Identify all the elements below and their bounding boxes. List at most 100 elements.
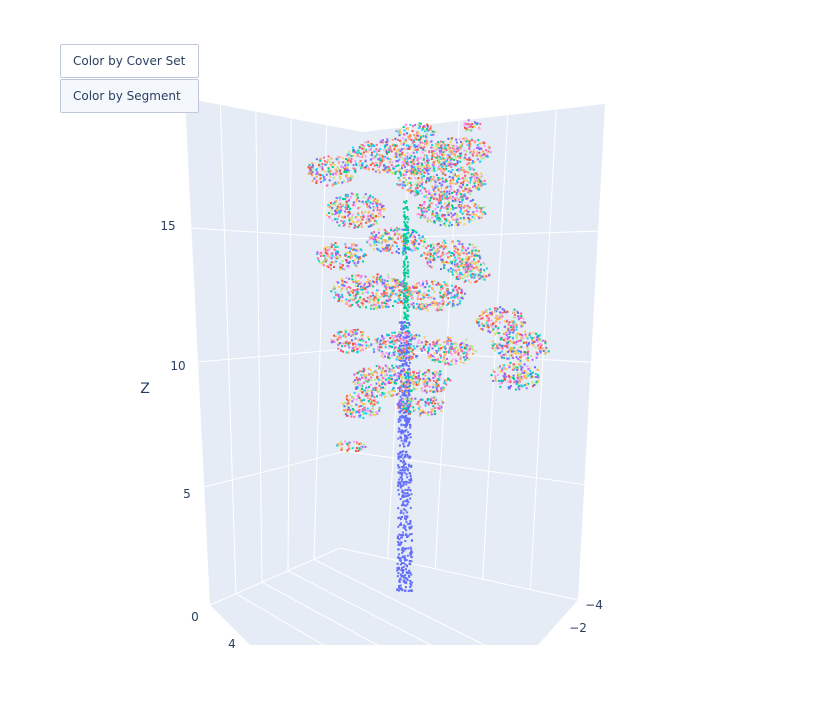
point bbox=[330, 339, 333, 342]
point bbox=[478, 154, 481, 157]
point bbox=[455, 145, 458, 148]
point bbox=[488, 150, 491, 153]
point bbox=[388, 391, 391, 394]
point bbox=[362, 339, 365, 342]
point bbox=[411, 337, 414, 340]
point bbox=[437, 148, 440, 151]
point bbox=[413, 144, 415, 147]
point bbox=[405, 375, 408, 378]
point bbox=[476, 267, 479, 270]
point bbox=[415, 307, 418, 310]
point bbox=[375, 342, 378, 345]
point bbox=[465, 355, 467, 358]
point bbox=[362, 284, 365, 287]
point bbox=[401, 562, 403, 565]
point bbox=[382, 386, 384, 389]
point bbox=[470, 345, 473, 348]
point bbox=[403, 548, 406, 551]
point bbox=[517, 384, 520, 387]
point bbox=[455, 288, 458, 291]
point bbox=[462, 352, 465, 355]
point bbox=[410, 493, 413, 496]
point bbox=[513, 346, 515, 349]
point bbox=[431, 154, 434, 157]
point bbox=[410, 465, 413, 468]
point bbox=[373, 157, 376, 160]
point bbox=[447, 219, 450, 222]
point bbox=[472, 213, 475, 216]
point bbox=[447, 205, 450, 208]
point bbox=[468, 220, 471, 223]
point bbox=[381, 278, 384, 281]
point bbox=[487, 314, 490, 317]
point bbox=[488, 308, 491, 311]
point bbox=[531, 337, 534, 340]
point bbox=[379, 203, 381, 206]
point bbox=[338, 202, 341, 205]
point bbox=[436, 144, 439, 147]
point bbox=[339, 342, 341, 345]
point bbox=[459, 154, 462, 157]
point bbox=[356, 303, 359, 306]
point bbox=[410, 389, 413, 392]
point bbox=[397, 298, 400, 301]
point bbox=[446, 284, 449, 287]
point bbox=[479, 327, 482, 330]
point bbox=[473, 185, 476, 188]
point bbox=[339, 335, 341, 337]
point bbox=[376, 162, 379, 165]
point bbox=[388, 244, 390, 247]
point bbox=[361, 370, 364, 373]
point bbox=[461, 196, 464, 199]
point bbox=[394, 228, 397, 231]
point bbox=[401, 570, 404, 573]
point bbox=[372, 303, 375, 306]
point bbox=[343, 405, 346, 408]
point bbox=[449, 208, 452, 211]
point bbox=[424, 214, 427, 217]
point bbox=[508, 357, 511, 360]
point bbox=[402, 181, 405, 184]
point bbox=[393, 148, 396, 151]
point bbox=[405, 577, 407, 580]
point bbox=[382, 342, 385, 345]
point bbox=[367, 140, 370, 143]
point bbox=[429, 175, 432, 178]
point bbox=[464, 169, 466, 172]
point bbox=[400, 480, 403, 483]
point bbox=[465, 158, 468, 161]
point bbox=[318, 252, 320, 255]
point bbox=[334, 181, 337, 184]
point bbox=[403, 517, 406, 520]
point bbox=[433, 280, 436, 283]
point bbox=[429, 258, 432, 261]
point bbox=[437, 141, 440, 144]
point bbox=[399, 451, 402, 453]
point bbox=[357, 149, 360, 152]
point bbox=[457, 253, 460, 256]
point bbox=[378, 228, 381, 231]
point bbox=[402, 321, 405, 324]
point bbox=[458, 174, 461, 177]
point bbox=[494, 377, 497, 380]
point bbox=[539, 351, 542, 354]
point bbox=[420, 214, 423, 217]
point bbox=[336, 166, 339, 169]
point bbox=[520, 334, 523, 336]
point bbox=[324, 178, 327, 181]
point bbox=[455, 163, 458, 166]
point bbox=[334, 201, 337, 203]
point bbox=[377, 236, 380, 239]
point bbox=[504, 340, 507, 343]
point bbox=[361, 408, 364, 411]
point bbox=[409, 481, 412, 484]
point bbox=[323, 246, 326, 249]
point bbox=[442, 164, 445, 167]
point bbox=[413, 229, 416, 232]
point bbox=[436, 185, 439, 188]
point bbox=[328, 264, 331, 267]
point bbox=[449, 147, 452, 150]
point bbox=[512, 316, 515, 319]
point bbox=[396, 562, 399, 565]
